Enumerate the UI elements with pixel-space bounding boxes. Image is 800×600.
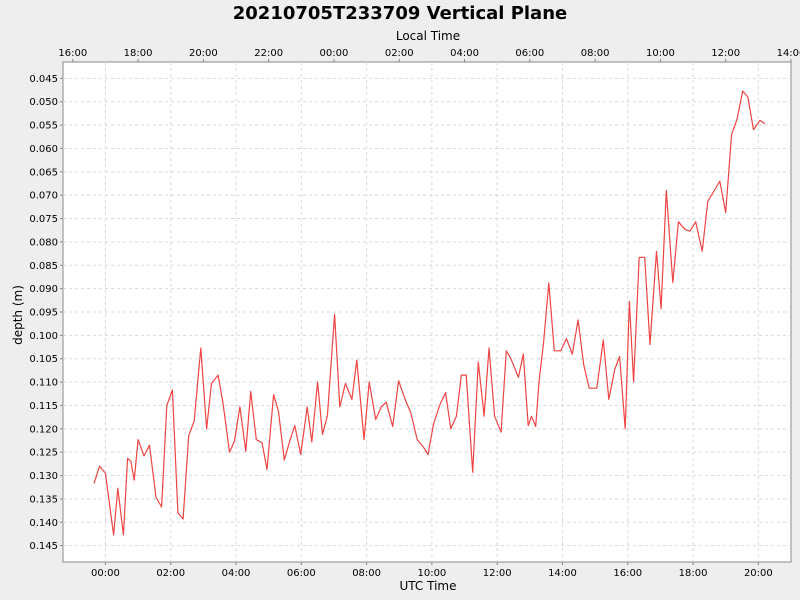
y-tick-label: 0.115 — [29, 401, 58, 412]
x-tick-label: 10:00 — [417, 568, 446, 579]
x-tick-label: 00:00 — [91, 568, 120, 579]
y-tick-label: 0.060 — [29, 144, 58, 155]
y-axis-ticks: 0.045 0.050 0.055 0.060 0.065 0.070 0.075 0.080… — [29, 74, 63, 552]
y-tick-label: 0.095 — [29, 308, 58, 319]
x-tick-label: 02:00 — [156, 568, 185, 579]
y-tick-label: 0.070 — [29, 191, 58, 202]
y-tick-label: 0.135 — [29, 494, 58, 505]
y-tick-label: 0.130 — [29, 471, 58, 482]
y-tick-label: 0.075 — [29, 214, 58, 225]
x2-tick-label: 06:00 — [515, 48, 544, 59]
x2-tick-label: 14:00 — [777, 48, 800, 59]
chart-title: 20210705T233709 Vertical Plane — [233, 3, 567, 24]
x2-tick-label: 18:00 — [124, 48, 153, 59]
x2-tick-label: 16:00 — [58, 48, 87, 59]
y-axis-label: depth (m) — [11, 285, 25, 345]
x-tick-label: 06:00 — [287, 568, 316, 579]
y-tick-label: 0.085 — [29, 261, 58, 272]
x-tick-label: 20:00 — [744, 568, 773, 579]
x-tick-label: 12:00 — [483, 568, 512, 579]
x-axis-label: UTC Time — [400, 579, 457, 593]
y-tick-label: 0.145 — [29, 541, 58, 552]
x2-tick-label: 00:00 — [320, 48, 349, 59]
x-tick-label: 08:00 — [352, 568, 381, 579]
x2-tick-label: 20:00 — [189, 48, 218, 59]
series-line — [93, 90, 766, 536]
series-group — [93, 90, 766, 536]
y-tick-label: 0.100 — [29, 331, 58, 342]
y-tick-label: 0.140 — [29, 518, 58, 529]
y-tick-label: 0.090 — [29, 284, 58, 295]
x2-tick-label: 12:00 — [711, 48, 740, 59]
y-tick-label: 0.125 — [29, 448, 58, 459]
x2-axis-label: Local Time — [396, 29, 460, 43]
grid-lines — [63, 62, 791, 562]
x-tick-label: 16:00 — [613, 568, 642, 579]
x-axis-ticks-utc: 00:00 02:00 04:00 06:00 08:00 10:00 12:00 14:00… — [91, 562, 773, 579]
x2-tick-label: 08:00 — [581, 48, 610, 59]
y-tick-label: 0.045 — [29, 74, 58, 85]
x2-tick-label: 02:00 — [385, 48, 414, 59]
x-tick-label: 18:00 — [679, 568, 708, 579]
x2-tick-label: 10:00 — [646, 48, 675, 59]
x-tick-label: 04:00 — [222, 568, 251, 579]
x-axis-ticks-local: 16:00 18:00 20:00 22:00 00:00 02:00 04:00 06:00… — [58, 48, 800, 62]
y-tick-label: 0.055 — [29, 121, 58, 132]
y-tick-label: 0.120 — [29, 424, 58, 435]
y-tick-label: 0.080 — [29, 237, 58, 248]
x-tick-label: 14:00 — [548, 568, 577, 579]
y-tick-label: 0.110 — [29, 378, 58, 389]
x2-tick-label: 04:00 — [450, 48, 479, 59]
y-tick-label: 0.105 — [29, 354, 58, 365]
y-tick-label: 0.050 — [29, 97, 58, 108]
y-tick-label: 0.065 — [29, 167, 58, 178]
x2-tick-label: 22:00 — [254, 48, 283, 59]
